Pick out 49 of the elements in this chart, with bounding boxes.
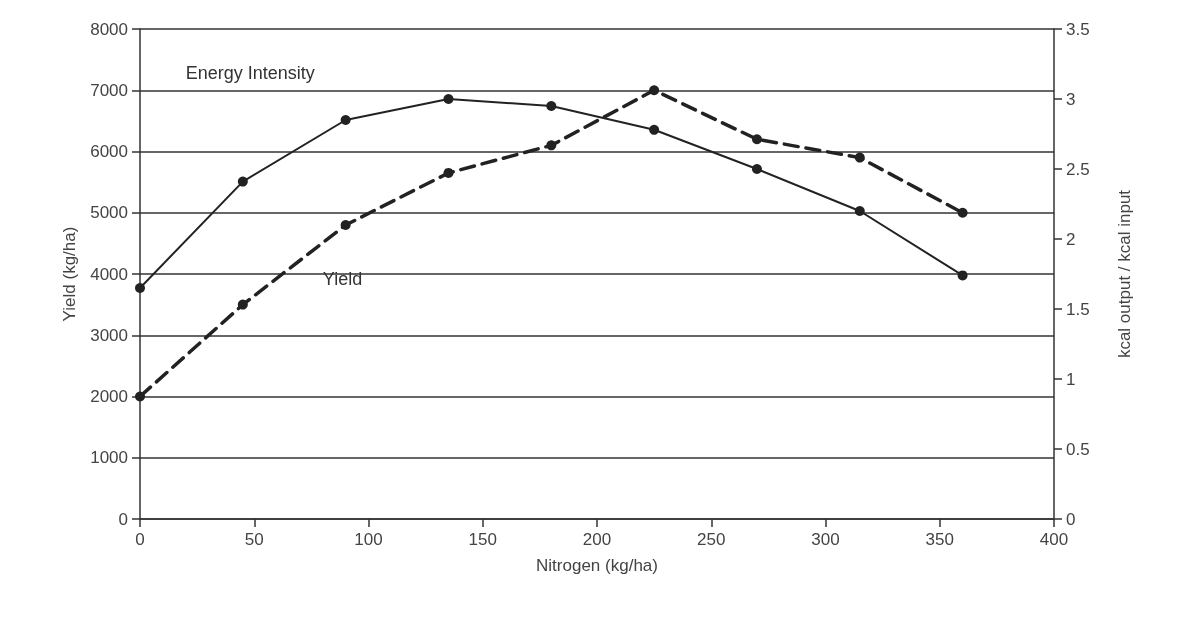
point <box>957 270 968 281</box>
point <box>751 164 762 174</box>
point <box>854 152 865 163</box>
point <box>957 207 968 218</box>
point <box>443 167 454 178</box>
x-tick-label: 300 <box>811 530 840 549</box>
y2-tick-label: 1 <box>1066 369 1076 389</box>
y-tick-label: 6000 <box>90 142 128 161</box>
y-axis-title: Yield (kg/ha) <box>60 226 79 322</box>
point <box>546 140 557 151</box>
point <box>443 94 454 104</box>
x-tick-label: 0 <box>135 530 145 549</box>
point <box>546 101 557 111</box>
y2-tick-label: 3 <box>1066 89 1076 109</box>
x-tick-label: 250 <box>697 530 726 549</box>
point <box>649 124 660 135</box>
point <box>135 391 145 402</box>
point <box>340 220 351 230</box>
y-tick-label: 7000 <box>90 80 128 100</box>
point <box>340 115 351 125</box>
y2-tick-label: 1.5 <box>1066 299 1090 319</box>
x-tick-label: 50 <box>244 530 264 549</box>
point <box>751 134 762 145</box>
y2-tick-label: 0 <box>1066 509 1076 529</box>
y-tick-label: 5000 <box>90 203 128 223</box>
y-tick-label: 2000 <box>90 387 128 406</box>
x-tick-label: 200 <box>582 530 612 549</box>
x-tick-label: 350 <box>925 530 954 549</box>
y2-tick-label: 0.5 <box>1066 439 1090 459</box>
y-tick-label: 0 <box>118 509 128 529</box>
y2-tick-label: 3.5 <box>1066 19 1090 39</box>
x-axis-title: Nitrogen (kg/ha) <box>536 556 658 575</box>
point <box>135 283 145 293</box>
point <box>649 85 660 96</box>
y2-tick-label: 2 <box>1066 229 1076 249</box>
y-tick-label: 3000 <box>90 325 128 345</box>
series-label: Yield <box>322 268 363 289</box>
y-tick-label: 1000 <box>90 448 128 468</box>
x-tick-label: 150 <box>468 530 497 549</box>
x-tick-label: 400 <box>1039 530 1069 549</box>
y2-tick-label: 2.5 <box>1066 159 1090 179</box>
text: Energy Intensity <box>185 63 315 84</box>
y-tick-label: 8000 <box>90 19 128 39</box>
point <box>237 176 248 187</box>
x-tick-label: 100 <box>354 530 383 549</box>
point <box>854 206 865 216</box>
point <box>237 299 248 310</box>
y2-axis-title: kcal output / kcal input <box>1115 189 1134 359</box>
y-tick-label: 4000 <box>90 264 128 284</box>
